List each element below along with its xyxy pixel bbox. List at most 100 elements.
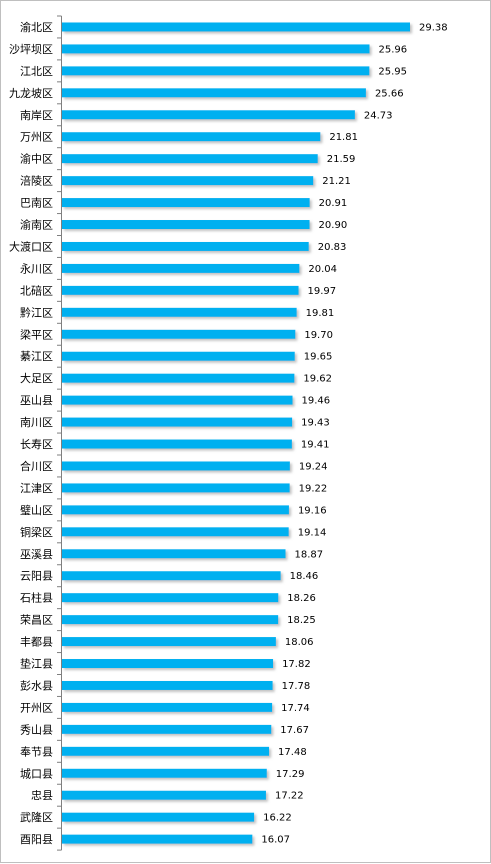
bar-36: [62, 812, 255, 822]
category-label-34: 城口县: [20, 767, 53, 780]
value-label-0: 29.38: [419, 22, 448, 33]
category-label-3: 九龙坡区: [9, 87, 53, 100]
bar-17: [62, 395, 293, 405]
category-label-21: 江津区: [20, 482, 53, 495]
bar-16: [62, 373, 295, 383]
category-label-35: 忠县: [31, 789, 53, 802]
value-label-35: 17.22: [275, 791, 304, 802]
bar-3: [62, 88, 366, 98]
bar-23: [62, 527, 289, 537]
bar-11: [62, 263, 300, 273]
category-label-28: 丰都县: [20, 636, 53, 649]
bar-15: [62, 351, 295, 361]
category-label-15: 綦江区: [20, 350, 53, 363]
category-label-13: 黔江区: [20, 305, 53, 319]
value-label-29: 17.82: [282, 659, 311, 670]
bar-24: [62, 549, 286, 559]
category-label-5: 万州区: [20, 131, 53, 144]
bar-33: [62, 746, 270, 756]
bar-18: [62, 417, 293, 427]
category-labels: 渝北区沙坪坝区江北区九龙坡区南岸区万州区渝中区涪陵区巴南区渝南区大渡口区永川区北…: [9, 20, 53, 846]
value-label-17: 19.46: [302, 396, 331, 407]
value-label-25: 18.46: [290, 571, 319, 582]
value-label-32: 17.67: [280, 725, 309, 736]
category-label-20: 合川区: [20, 459, 53, 473]
value-label-2: 25.95: [378, 66, 407, 77]
bar-0: [62, 22, 410, 32]
value-label-16: 19.62: [303, 374, 332, 385]
value-label-9: 20.90: [319, 220, 348, 231]
value-label-8: 20.91: [319, 198, 348, 209]
bar-32: [62, 724, 272, 734]
bar-9: [62, 220, 310, 230]
category-label-19: 长寿区: [20, 437, 53, 451]
category-label-25: 云阳县: [20, 570, 53, 583]
category-label-8: 巴南区: [20, 197, 53, 210]
category-label-22: 璧山区: [20, 503, 53, 517]
category-label-32: 秀山县: [20, 723, 53, 736]
bar-7: [62, 176, 314, 186]
category-label-7: 涪陵区: [20, 174, 53, 188]
value-label-6: 21.59: [327, 154, 356, 165]
value-label-1: 25.96: [378, 44, 407, 55]
bar-26: [62, 593, 279, 603]
value-label-22: 19.16: [298, 505, 327, 516]
category-label-10: 大渡口区: [9, 239, 53, 253]
category-label-18: 南川区: [20, 416, 53, 429]
category-label-4: 南岸区: [20, 109, 53, 122]
bar-22: [62, 505, 289, 515]
bar-4: [62, 110, 355, 120]
category-label-14: 梁平区: [20, 327, 53, 341]
value-label-10: 20.83: [318, 242, 347, 253]
bar-37: [62, 834, 253, 844]
value-label-4: 24.73: [364, 110, 393, 121]
value-label-5: 21.81: [329, 132, 358, 143]
bar-5: [62, 132, 321, 142]
category-label-24: 巫溪县: [20, 548, 53, 561]
bar-30: [62, 680, 273, 690]
category-label-33: 奉节县: [20, 744, 53, 758]
value-label-34: 17.29: [276, 769, 305, 780]
value-label-27: 18.25: [287, 615, 316, 626]
value-label-7: 21.21: [322, 176, 351, 187]
category-label-26: 石柱县: [20, 591, 53, 605]
category-label-2: 江北区: [20, 65, 53, 78]
category-label-37: 酉阳县: [20, 833, 53, 846]
value-label-37: 16.07: [261, 835, 290, 846]
bar-8: [62, 198, 310, 208]
value-label-24: 18.87: [295, 549, 324, 560]
category-label-27: 荣昌区: [20, 614, 53, 627]
bar-1: [62, 44, 370, 54]
value-label-23: 19.14: [298, 527, 327, 538]
value-label-19: 19.41: [301, 440, 330, 451]
category-label-30: 彭水县: [20, 678, 53, 692]
bar-27: [62, 615, 279, 625]
bar-20: [62, 461, 290, 471]
value-label-18: 19.43: [301, 418, 330, 429]
bar-34: [62, 768, 267, 778]
value-label-30: 17.78: [282, 681, 311, 692]
value-labels: 29.38 25.96 25.95 25.66 24.73 21.81 21.59 21.21…: [261, 22, 447, 845]
bar-6: [62, 154, 318, 164]
bars-layer: [57, 15, 410, 851]
value-label-13: 19.81: [306, 308, 335, 319]
value-label-21: 19.22: [299, 483, 328, 494]
bar-12: [62, 285, 299, 295]
value-label-12: 19.97: [308, 286, 337, 297]
value-label-3: 25.66: [375, 88, 404, 99]
value-label-11: 20.04: [308, 264, 337, 275]
category-label-11: 永川区: [20, 261, 53, 275]
category-label-23: 铜梁区: [20, 525, 53, 539]
bar-35: [62, 790, 266, 800]
value-label-26: 18.26: [287, 593, 316, 604]
value-label-28: 18.06: [285, 637, 314, 648]
category-label-6: 渝中区: [20, 152, 53, 166]
value-label-14: 19.70: [304, 330, 333, 341]
category-label-1: 沙坪坝区: [9, 42, 53, 56]
bar-25: [62, 571, 281, 581]
bar-14: [62, 329, 296, 339]
value-label-36: 16.22: [263, 813, 292, 824]
bar-13: [62, 307, 297, 317]
